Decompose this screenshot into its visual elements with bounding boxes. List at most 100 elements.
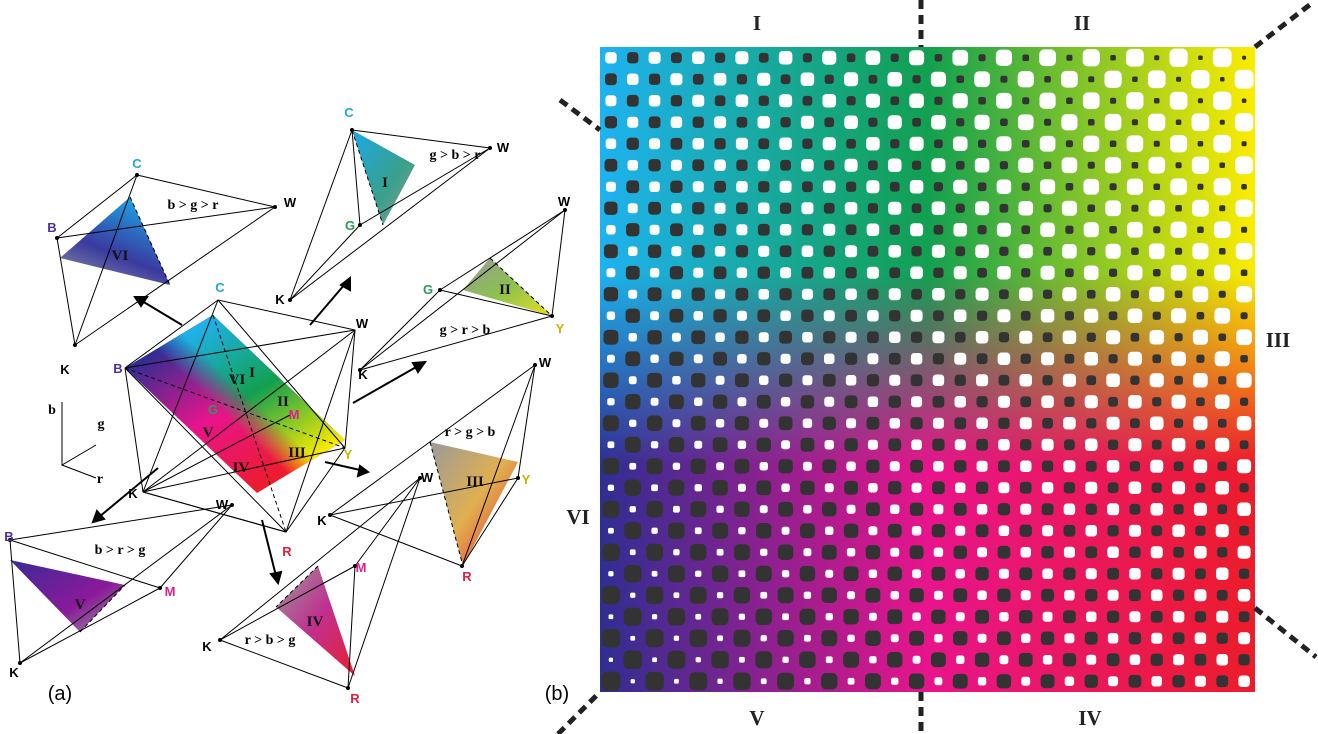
dark-dot (1240, 440, 1249, 449)
dark-dot (712, 523, 728, 539)
vertex-label: K (317, 513, 327, 528)
white-dot (847, 591, 855, 599)
white-dot (846, 332, 857, 343)
white-dot (1151, 546, 1163, 558)
dark-dot (1153, 269, 1161, 277)
white-dot (1063, 417, 1076, 430)
dark-dot (1239, 569, 1249, 579)
dark-dot (953, 631, 967, 645)
white-dot (1108, 633, 1118, 643)
white-dot (1129, 525, 1141, 537)
dark-dot (999, 375, 1010, 386)
white-dot (1215, 394, 1230, 409)
dark-dot (668, 608, 685, 625)
white-dot (1108, 676, 1118, 686)
white-dot (889, 332, 901, 344)
dark-dot (1173, 590, 1184, 601)
dark-dot (736, 160, 747, 171)
white-dot (867, 223, 880, 236)
white-dot (692, 95, 704, 107)
white-dot (737, 268, 747, 278)
dark-dot (624, 651, 642, 669)
white-dot (802, 246, 814, 258)
white-dot (1171, 222, 1187, 238)
white-dot (997, 309, 1010, 322)
dark-dot (1173, 632, 1185, 644)
white-dot (1191, 70, 1209, 88)
white-dot (1105, 157, 1121, 173)
white-dot (716, 462, 724, 470)
white-dot (1042, 439, 1054, 451)
vertex-label: W (421, 470, 434, 485)
white-dot (823, 224, 835, 236)
vertex (273, 205, 277, 209)
dark-dot (648, 202, 661, 215)
dark-dot (869, 75, 878, 84)
vertex-label: Y (556, 321, 565, 336)
dark-dot (626, 309, 640, 323)
dark-dot (1154, 55, 1159, 60)
white-dot (714, 116, 726, 128)
white-dot (869, 570, 877, 578)
dark-dot (1216, 675, 1228, 687)
dark-dot (1042, 461, 1053, 472)
dark-dot (1087, 204, 1095, 212)
white-dot (1019, 374, 1032, 387)
dark-dot (1085, 589, 1097, 601)
dark-dot (954, 546, 967, 559)
white-dot (781, 397, 790, 406)
white-dot (1148, 70, 1166, 88)
dark-dot (934, 97, 942, 105)
white-dot (913, 656, 921, 664)
white-dot (671, 117, 683, 129)
white-dot (999, 655, 1008, 664)
dark-dot (865, 631, 880, 646)
vertex-label: W (356, 316, 369, 331)
white-dot (934, 634, 942, 642)
dark-dot (1175, 205, 1182, 212)
white-dot (975, 244, 989, 258)
white-dot (1237, 416, 1252, 431)
dark-dot (997, 589, 1010, 602)
white-dot (933, 375, 945, 387)
dark-dot (934, 182, 943, 191)
dark-dot (844, 438, 857, 451)
dark-dot (977, 311, 987, 321)
dark-dot (668, 565, 685, 582)
dark-dot (733, 630, 750, 647)
white-dot (694, 354, 703, 363)
vertex (488, 146, 492, 150)
dark-dot (624, 522, 641, 539)
white-dot (630, 593, 635, 598)
white-dot (1194, 589, 1206, 601)
white-dot (1170, 135, 1187, 152)
dark-dot (714, 138, 725, 149)
white-dot (735, 51, 748, 64)
white-dot (692, 51, 705, 64)
dark-dot (910, 417, 922, 429)
white-dot (912, 569, 921, 578)
white-dot (1238, 589, 1251, 602)
white-dot (1129, 611, 1140, 622)
white-dot (630, 549, 636, 555)
white-dot (1063, 460, 1075, 472)
dark-dot (1242, 56, 1246, 60)
dark-dot (715, 53, 725, 63)
white-dot (1104, 71, 1121, 88)
ordering-label: r > b > g (245, 633, 296, 648)
dark-dot (976, 439, 988, 451)
white-dot (1238, 632, 1250, 644)
white-dot (956, 656, 964, 664)
white-dot (1020, 417, 1032, 429)
dark-dot (999, 289, 1009, 299)
white-dot (1238, 676, 1250, 688)
white-dot (888, 115, 902, 129)
white-dot (977, 591, 986, 600)
region-label: V (749, 706, 764, 730)
white-dot (998, 482, 1009, 493)
white-dot (629, 333, 637, 341)
edge (355, 478, 420, 566)
dark-dot (1022, 140, 1030, 148)
dark-dot (646, 587, 663, 604)
dark-dot (953, 674, 968, 689)
